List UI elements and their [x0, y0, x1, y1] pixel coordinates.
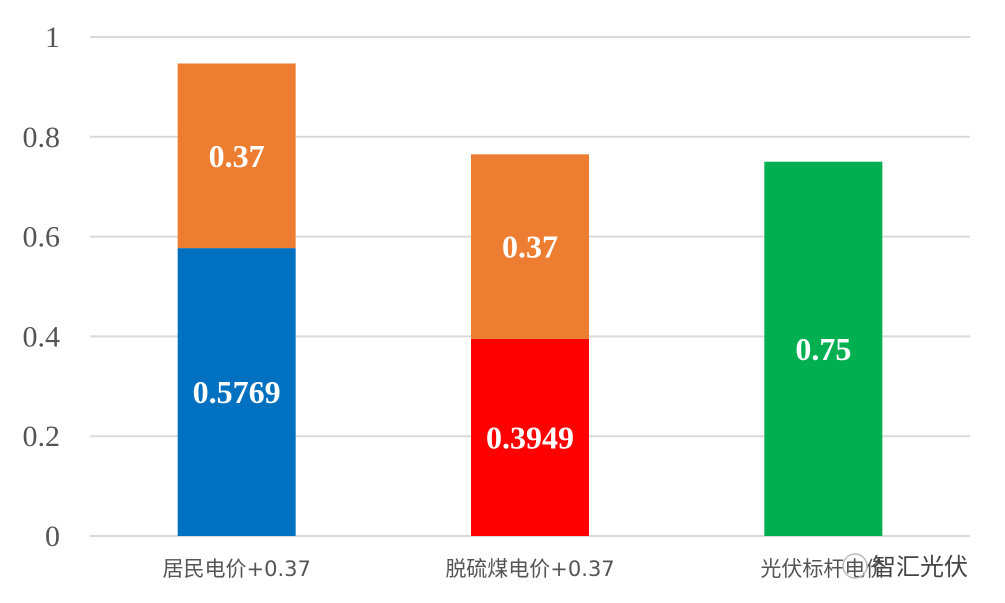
- data-label: 0.37: [502, 229, 558, 265]
- x-tick-label: 脱硫煤电价+0.37: [445, 557, 614, 581]
- bars: 0.5769 0.37 0.3949 0.37 0.75: [177, 63, 883, 537]
- x-tick-label: 光伏标杆电价: [760, 557, 886, 581]
- bar-segment: [471, 154, 589, 339]
- y-axis-ticks: 0 0.2 0.4 0.6 0.8 1: [23, 21, 61, 553]
- x-tick-label: 居民电价+0.37: [162, 557, 310, 581]
- watermark-text: 智汇光伏: [872, 553, 968, 581]
- y-tick-label: 0.8: [23, 121, 61, 154]
- data-label: 0.37: [209, 138, 265, 174]
- bar-segment: [177, 248, 296, 537]
- bar-segment: [471, 338, 589, 536]
- y-tick-label: 0.6: [23, 221, 61, 254]
- bar-segment: [764, 161, 883, 536]
- data-label: 0.5769: [193, 374, 281, 410]
- y-tick-label: 0: [45, 520, 60, 553]
- y-tick-label: 0.2: [23, 420, 61, 453]
- y-tick-label: 1: [45, 21, 60, 54]
- bar-segment: [177, 63, 296, 249]
- wechat-logo-icon: [842, 553, 868, 579]
- watermark: 智汇光伏: [842, 553, 968, 581]
- data-label: 0.75: [795, 331, 851, 367]
- y-tick-label: 0.4: [23, 320, 61, 353]
- data-label: 0.3949: [486, 419, 574, 455]
- x-axis-ticks: 居民电价+0.37 脱硫煤电价+0.37 光伏标杆电价: [162, 557, 886, 581]
